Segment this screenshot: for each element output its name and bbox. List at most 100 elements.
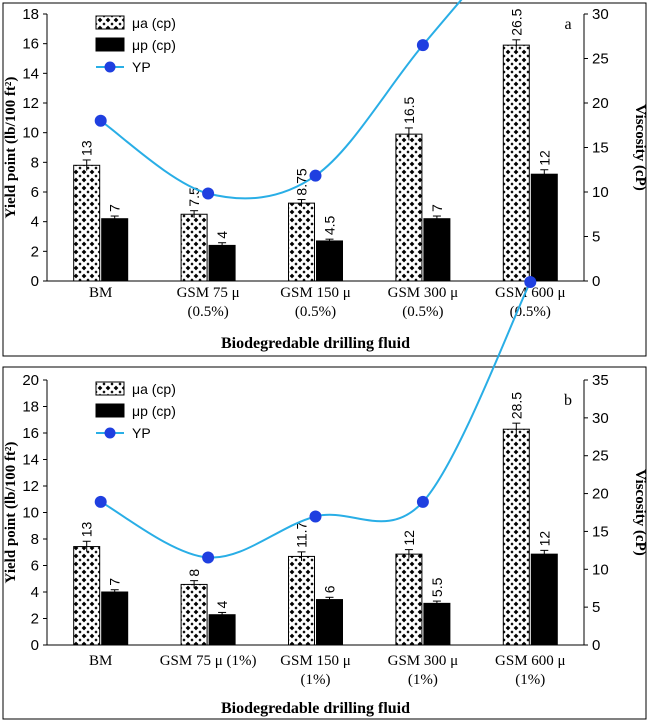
bar-up (208, 244, 236, 282)
x-tick-label: GSM 150 μ (1%) (280, 653, 351, 688)
data-label-up: 7 (107, 578, 123, 586)
y-tick-label-left: 20 (22, 372, 39, 389)
x-tick-label: GSM 600 μ (1%) (495, 653, 566, 688)
y-axis-title-right: Viscosity (cP) (632, 104, 648, 191)
data-label-ua: 8.75 (294, 168, 310, 195)
y-axis-title-left: Yield point (lb/100 ft²) (3, 77, 19, 219)
panel-a: 0 2 4 6 8 10 12 14 16 18 0 5 10 15 20 25 30 Yield point (… (2, 0, 648, 357)
legend-swatch-yp-marker (104, 61, 116, 73)
y-tick-label-left: 10 (22, 505, 39, 522)
bar-up (101, 591, 129, 646)
y-tick-label-right: 10 (592, 184, 609, 201)
yp-point (524, 275, 537, 288)
legend: μa (cp) μp (cp) YP (95, 15, 176, 75)
y-tick-label-right: 30 (592, 410, 609, 427)
y-axis-title-right: Viscosity (cP) (632, 469, 648, 556)
legend-label-yp: YP (132, 425, 151, 441)
y-tick-label-left: 16 (22, 36, 39, 53)
x-axis-title: Biodegredable drilling fluid (221, 335, 410, 352)
data-label-up: 7 (107, 204, 123, 212)
bar-ua (73, 164, 101, 282)
y-tick-label-left: 2 (31, 611, 39, 628)
y-tick-label-left: 14 (22, 452, 39, 469)
yp-point (94, 114, 107, 127)
bar-ua (73, 546, 101, 646)
legend-label-yp: YP (132, 59, 151, 75)
y-tick-label-left: 18 (22, 399, 39, 416)
data-label-ua: 26.5 (508, 8, 524, 35)
yp-line (100, 281, 532, 559)
data-label-up: 4 (214, 231, 230, 239)
x-tick-label: BM (89, 285, 112, 301)
legend-label-ua: μa (cp) (132, 381, 176, 397)
data-label-ua: 13 (79, 140, 95, 156)
y-tick-label-right: 25 (592, 448, 609, 465)
bar-ua (502, 428, 530, 646)
x-tick-label: GSM 150 μ (0.5%) (280, 285, 351, 320)
x-tick-label: GSM 600 μ (0.5%) (495, 285, 566, 320)
y-tick-label-left: 16 (22, 425, 39, 442)
y-tick-label-right: 10 (592, 561, 609, 578)
bar-up (423, 602, 451, 646)
yp-point (416, 39, 429, 52)
yp-point (309, 169, 322, 182)
legend-swatch-up (95, 403, 125, 418)
y-tick-label-left: 8 (31, 531, 39, 548)
legend-swatch-ua (95, 381, 125, 396)
y-tick-label-left: 18 (22, 6, 39, 23)
data-label-up: 4.5 (322, 215, 338, 235)
data-label-ua: 28.5 (508, 392, 524, 419)
bar-ua (288, 202, 315, 282)
y-tick-label-right: 5 (592, 599, 600, 616)
yp-point (309, 510, 322, 523)
panel-label: b (564, 392, 572, 409)
legend-label-ua: μa (cp) (132, 15, 176, 31)
legend-label-up: μp (cp) (132, 403, 176, 419)
data-label-up: 6 (322, 585, 338, 593)
y-tick-label-right: 5 (592, 229, 600, 246)
y-tick-label-left: 0 (31, 637, 39, 654)
data-label-ua: 7.5 (186, 187, 202, 207)
y-tick-label-right: 30 (592, 6, 609, 23)
panel-frame (2, 366, 647, 720)
y-tick-label-right: 20 (592, 95, 609, 112)
y-tick-label-left: 12 (22, 95, 39, 112)
x-tick-label: GSM 75 μ (0.5%) (177, 285, 240, 320)
bar-up (208, 614, 236, 646)
y-tick-label-left: 4 (31, 214, 39, 231)
panel-label: a (564, 16, 571, 33)
x-tick-label: GSM 300 μ (0.5%) (388, 285, 459, 320)
x-tick-label: GSM 75 μ (1%) (160, 653, 257, 669)
y-tick-label-left: 10 (22, 125, 39, 142)
data-label-ua: 13 (79, 521, 95, 537)
data-label-up: 4 (214, 600, 230, 608)
y-tick-label-right: 15 (592, 523, 609, 540)
data-label-ua: 16.5 (401, 96, 417, 123)
y-tick-label-left: 2 (31, 243, 39, 260)
y-tick-label-left: 6 (31, 558, 39, 575)
legend: μa (cp) μp (cp) YP (95, 381, 176, 441)
x-tick-label: GSM 300 μ (1%) (388, 653, 459, 688)
bar-up (316, 599, 343, 646)
y-tick-label-right: 35 (592, 372, 609, 389)
yp-point (416, 495, 429, 508)
y-tick-label-left: 12 (22, 478, 39, 495)
bar-ua (288, 555, 315, 646)
data-label-ua: 11.7 (294, 521, 310, 547)
panel-frame (2, 2, 647, 357)
yp-line (100, 0, 463, 200)
bar-ua (502, 44, 530, 282)
y-tick-label-left: 6 (31, 184, 39, 201)
y-tick-label-right: 15 (592, 140, 609, 157)
y-axis-title-left: Yield point (lb/100 ft²) (3, 442, 19, 584)
bar-up (530, 173, 558, 282)
yp-point (94, 495, 107, 508)
data-label-up: 12 (536, 531, 552, 547)
data-label-ua: 8 (186, 569, 202, 577)
x-tick-label: BM (89, 653, 112, 669)
y-tick-label-left: 8 (31, 154, 39, 171)
panel-b: 0 2 4 6 8 10 12 14 16 18 20 0 5 10 15 20 25 30 35 Yield poi… (2, 275, 648, 720)
y-tick-label-left: 0 (31, 273, 39, 290)
legend-swatch-up (95, 37, 125, 52)
